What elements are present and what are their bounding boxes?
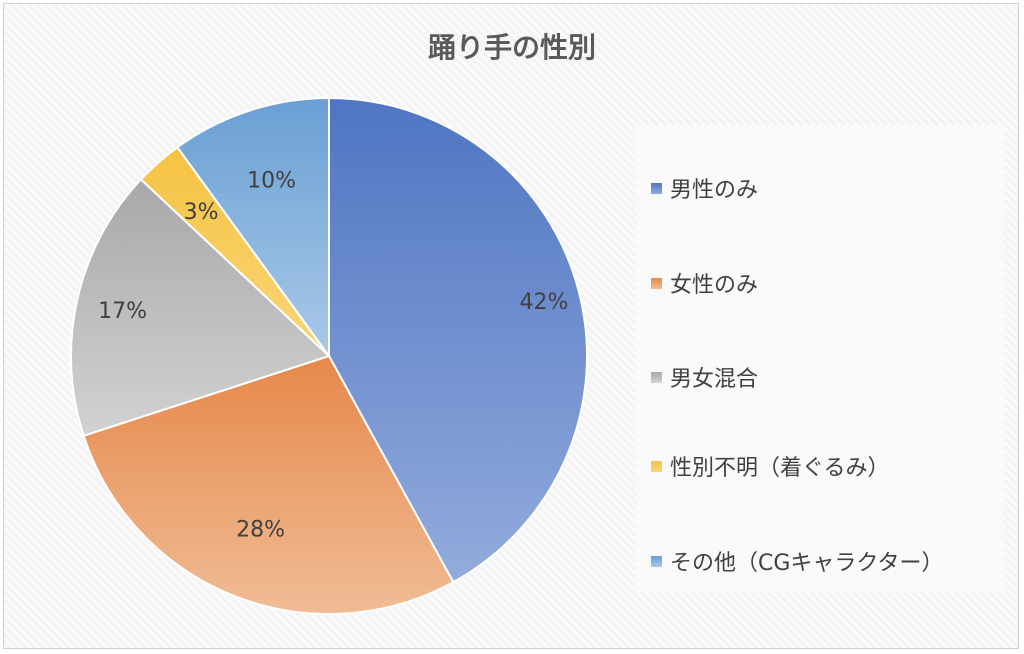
chart-frame: 踊り手の性別 42% 28% 17% 3% 10% 男性のみ女性のみ男女混合性別不明（着…	[3, 3, 1019, 649]
legend-swatch	[651, 182, 662, 194]
data-label-other-cg: 10%	[247, 168, 296, 193]
legend-label: 男女混合	[670, 367, 759, 392]
slice-male-only	[328, 96, 588, 584]
data-label-female-only: 28%	[236, 518, 285, 543]
legend-label: 性別不明（着ぐるみ）	[670, 456, 890, 481]
legend-swatch	[651, 460, 662, 472]
legend-item-male-only: 男性のみ	[636, 172, 1004, 204]
legend-item-female-only: 女性のみ	[636, 267, 1004, 299]
slice-female-only	[82, 354, 455, 615]
pie-chart: 42% 28% 17% 3% 10%	[70, 96, 588, 615]
legend-item-unknown-costume: 性別不明（着ぐるみ）	[636, 450, 1004, 482]
legend-label: 男性のみ	[670, 178, 759, 203]
legend-swatch	[651, 277, 662, 289]
legend-label: その他（CGキャラクター）	[670, 551, 944, 576]
chart-title: 踊り手の性別	[427, 31, 596, 64]
slice-mixed	[70, 177, 331, 437]
data-label-male-only: 42%	[519, 290, 568, 315]
data-label-mixed: 17%	[98, 299, 147, 324]
legend-swatch	[651, 371, 662, 383]
data-label-unknown-costume: 3%	[184, 200, 219, 225]
legend-label: 女性のみ	[670, 273, 759, 298]
slice-other-cg	[175, 96, 330, 360]
legend-item-mixed: 男女混合	[636, 361, 1004, 393]
legend-item-other-cg: その他（CGキャラクター）	[636, 545, 1004, 577]
legend: 男性のみ女性のみ男女混合性別不明（着ぐるみ） その他（CGキャラクター）	[636, 125, 1004, 593]
legend-swatch	[651, 555, 662, 567]
